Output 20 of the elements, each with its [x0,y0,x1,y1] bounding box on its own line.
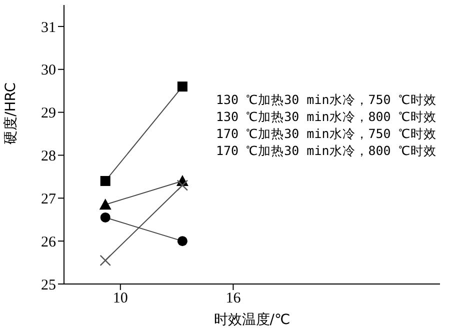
y-tick-label: 31 [41,20,56,36]
annotation: 170 ℃加热30 min水冷，750 ℃时效 [216,126,436,143]
y-tick-label: 28 [41,148,56,165]
x-axis-title: 时效温度/℃ [214,312,290,328]
annotation: 130 ℃加热30 min水冷，750 ℃时效 [216,92,436,109]
point [100,176,110,186]
y-tick-label: 29 [41,106,56,122]
point [100,254,111,266]
y-tick-label: 25 [41,277,56,294]
annotation: 170 ℃加热30 min水冷，800 ℃时效 [216,143,436,160]
y-tick-label: 30 [41,62,56,79]
point [177,236,188,246]
y-tick-label: 27 [41,191,56,208]
y-tick-label: 26 [41,234,56,250]
point [177,82,188,92]
annotation: 130 ℃加热30 min水冷，800 ℃时效 [216,109,436,126]
point [100,212,110,222]
y-axis-title: 硬度/HRC [2,82,19,144]
x-tick-label: 10 [112,290,128,307]
x-tick-label: 16 [226,290,242,307]
